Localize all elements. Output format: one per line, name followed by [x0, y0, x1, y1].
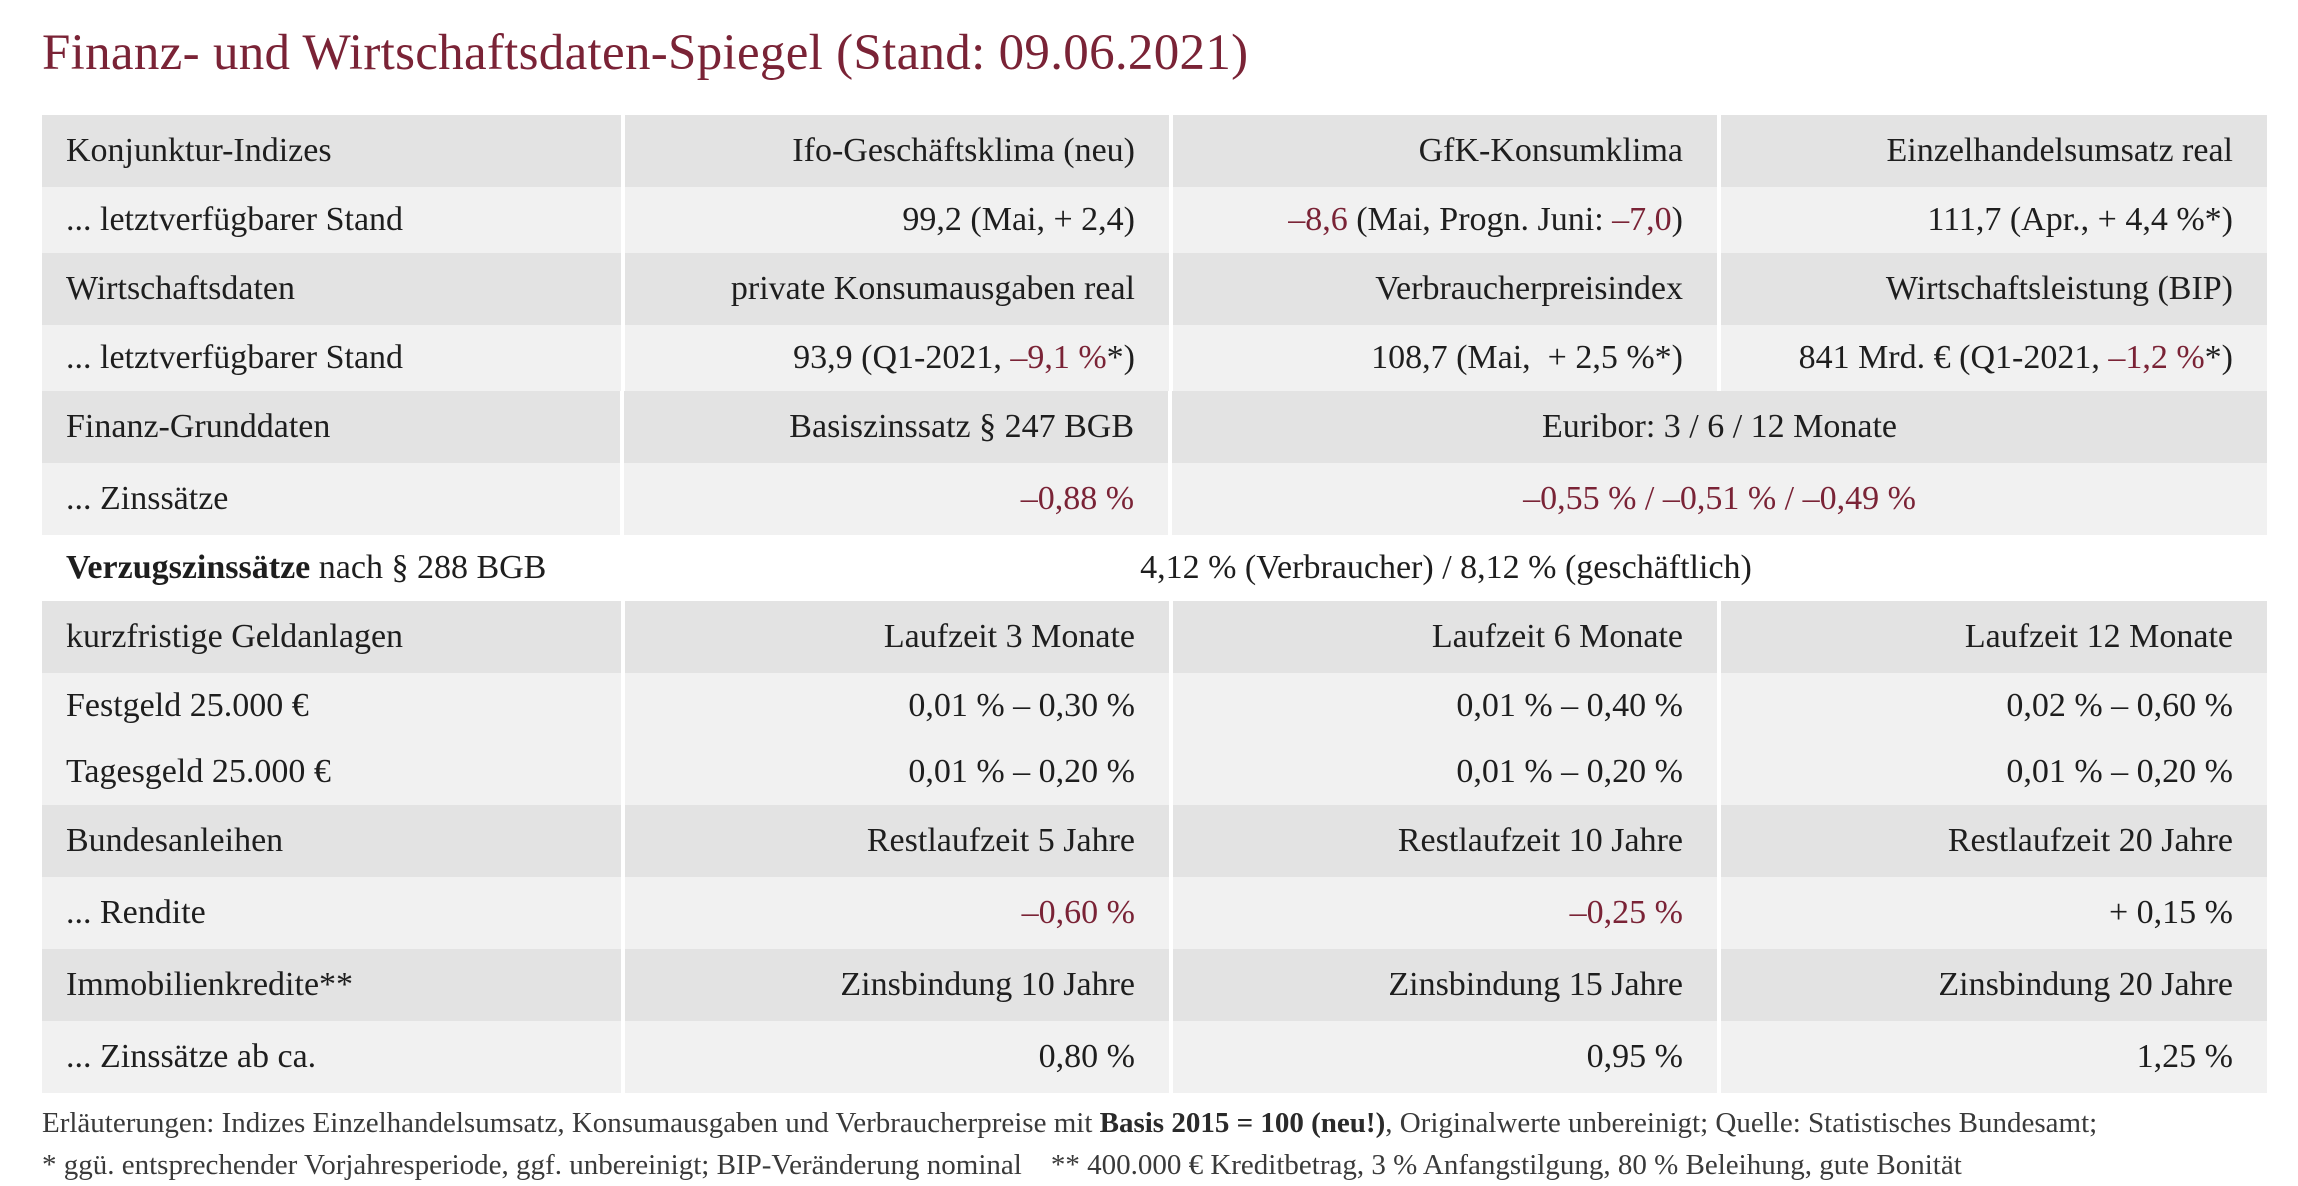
table-header-row: Finanz-Grunddaten Basiszinssatz § 247 BG…	[42, 391, 2267, 463]
row-label-rest: nach § 288 BGB	[310, 549, 547, 586]
negative-value: –9,1 %	[1010, 339, 1107, 376]
value-cell: 841 Mrd. € (Q1-2021, –1,2 % *)	[1721, 325, 2267, 391]
negative-value: –7,0	[1612, 201, 1672, 238]
value-cell: 108,7 (Mai, + 2,5 %*)	[1173, 325, 1721, 391]
section-label-immobilien: Immobilienkredite**	[42, 949, 625, 1021]
data-table: Konjunktur-Indizes Ifo-Geschäftsklima (n…	[42, 115, 2267, 1093]
value-cell: –8,6 (Mai, Progn. Juni: –7,0)	[1173, 187, 1721, 253]
table-header-row: Wirtschaftsdaten private Konsumausgaben …	[42, 253, 2267, 325]
section-label-wirtschaft: Wirtschaftsdaten	[42, 253, 625, 325]
negative-value: –0,60 %	[625, 877, 1173, 949]
value-cell: 0,95 %	[1173, 1021, 1721, 1093]
table-header-row: Konjunktur-Indizes Ifo-Geschäftsklima (n…	[42, 115, 2267, 187]
value-cell: 0,01 % – 0,20 %	[1721, 739, 2267, 805]
table-row: ... Zinssätze –0,88 % –0,55 % / –0,51 % …	[42, 463, 2267, 535]
column-header: Verbraucherpreisindex	[1173, 253, 1721, 325]
value-cell: 1,25 %	[1721, 1021, 2267, 1093]
section-label-finanz: Finanz-Grunddaten	[42, 391, 625, 463]
value-cell: 93,9 (Q1-2021, –9,1 % *)	[625, 325, 1173, 391]
table-row: Tagesgeld 25.000 € 0,01 % – 0,20 % 0,01 …	[42, 739, 2267, 805]
column-header: Restlaufzeit 5 Jahre	[625, 805, 1173, 877]
value-cell: 0,01 % – 0,20 %	[1173, 739, 1721, 805]
column-header: Einzelhandelsumsatz real	[1721, 115, 2267, 187]
footnote-line-2: * ggü. entsprechender Vorjahresperiode, …	[42, 1149, 1962, 1181]
column-header: Wirtschaftsleistung (BIP)	[1721, 253, 2267, 325]
section-label-geldanlagen: kurzfristige Geldanlagen	[42, 601, 625, 673]
footnotes: Erläuterungen: Indizes Einzelhandelsumsa…	[42, 1102, 2097, 1186]
table-row: ... Rendite –0,60 % –0,25 % + 0,15 %	[42, 877, 2267, 949]
table-row: ... Zinssätze ab ca. 0,80 % 0,95 % 1,25 …	[42, 1021, 2267, 1093]
row-label: Tagesgeld 25.000 €	[42, 739, 625, 805]
row-label: ... Zinssätze ab ca.	[42, 1021, 625, 1093]
column-header: GfK-Konsumklima	[1173, 115, 1721, 187]
value-cell: 99,2 (Mai, + 2,4)	[625, 187, 1173, 253]
value-text: (Mai, Progn. Juni:	[1347, 201, 1613, 238]
column-header: Restlaufzeit 20 Jahre	[1721, 805, 2267, 877]
page-title: Finanz- und Wirtschaftsdaten-Spiegel (St…	[42, 25, 1249, 81]
column-header: Laufzeit 6 Monate	[1173, 601, 1721, 673]
column-header: Laufzeit 12 Monate	[1721, 601, 2267, 673]
column-header: private Konsumausgaben real	[625, 253, 1173, 325]
table-row: ... letztverfügbarer Stand 99,2 (Mai, + …	[42, 187, 2267, 253]
footnote-bold: Basis 2015 = 100 (neu!)	[1099, 1107, 1386, 1139]
negative-value: –0,88 %	[624, 463, 1173, 535]
row-label: Festgeld 25.000 €	[42, 673, 625, 739]
column-header: Zinsbindung 15 Jahre	[1173, 949, 1721, 1021]
value-text: 93,9 (Q1-2021,	[793, 339, 1011, 376]
negative-value: –1,2 %	[2108, 339, 2205, 376]
column-header: Zinsbindung 10 Jahre	[625, 949, 1173, 1021]
column-header: Basiszinssatz § 247 BGB	[624, 391, 1173, 463]
value-text: *)	[2204, 339, 2233, 376]
negative-value: –0,25 %	[1173, 877, 1721, 949]
table-header-row: Bundesanleihen Restlaufzeit 5 Jahre Rest…	[42, 805, 2267, 877]
value-text: )	[1671, 201, 1683, 238]
value-cell: 0,80 %	[625, 1021, 1173, 1093]
footnote-text: Erläuterungen: Indizes Einzelhandelsumsa…	[42, 1107, 1100, 1139]
row-label-bold: Verzugszinssätze	[66, 549, 311, 586]
value-cell: 0,02 % – 0,60 %	[1721, 673, 2267, 739]
section-label-konjunktur: Konjunktur-Indizes	[42, 115, 625, 187]
value-cell: 111,7 (Apr., + 4,4 %*)	[1721, 187, 2267, 253]
row-label: ... letztverfügbarer Stand	[42, 325, 625, 391]
table-row: Festgeld 25.000 € 0,01 % – 0,30 % 0,01 %…	[42, 673, 2267, 739]
column-header: Restlaufzeit 10 Jahre	[1173, 805, 1721, 877]
value-text: *)	[1106, 339, 1135, 376]
row-label: ... Rendite	[42, 877, 625, 949]
table-header-row: kurzfristige Geldanlagen Laufzeit 3 Mona…	[42, 601, 2267, 673]
value-cell: 0,01 % – 0,40 %	[1173, 673, 1721, 739]
column-header: Euribor: 3 / 6 / 12 Monate	[1172, 391, 2267, 463]
row-label: ... Zinssätze	[42, 463, 625, 535]
value-cell: + 0,15 %	[1721, 877, 2267, 949]
table-row: ... letztverfügbarer Stand 93,9 (Q1-2021…	[42, 325, 2267, 391]
column-header: Zinsbindung 20 Jahre	[1721, 949, 2267, 1021]
value-cell: 4,12 % (Verbraucher) / 8,12 % (geschäftl…	[625, 535, 2267, 601]
column-header: Ifo-Geschäftsklima (neu)	[625, 115, 1173, 187]
negative-value: –0,55 % / –0,51 % / –0,49 %	[1172, 463, 2267, 535]
value-text: 841 Mrd. € (Q1-2021,	[1798, 339, 2109, 376]
column-header: Laufzeit 3 Monate	[625, 601, 1173, 673]
row-label: Verzugszinssätze nach § 288 BGB	[42, 535, 625, 601]
section-label-anleihen: Bundesanleihen	[42, 805, 625, 877]
footnote-text: , Originalwerte unbereinigt; Quelle: Sta…	[1385, 1107, 2098, 1139]
footnote-line-1: Erläuterungen: Indizes Einzelhandelsumsa…	[42, 1102, 2097, 1144]
value-cell: 0,01 % – 0,20 %	[625, 739, 1173, 805]
negative-value: –8,6	[1288, 201, 1348, 238]
value-cell: 0,01 % – 0,30 %	[625, 673, 1173, 739]
table-row: Verzugszinssätze nach § 288 BGB 4,12 % (…	[42, 535, 2267, 601]
table-header-row: Immobilienkredite** Zinsbindung 10 Jahre…	[42, 949, 2267, 1021]
row-label: ... letztverfügbarer Stand	[42, 187, 625, 253]
